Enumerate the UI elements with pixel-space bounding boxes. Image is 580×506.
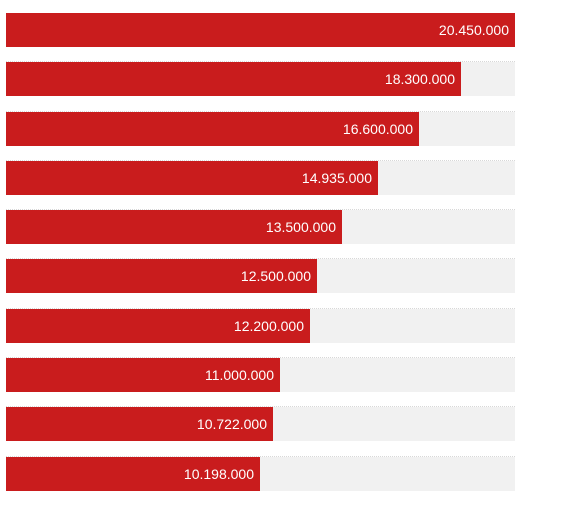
bar: 12.200.000: [6, 308, 310, 343]
bar-row: 18.300.000: [6, 62, 515, 112]
bar-track: 14.935.000: [6, 160, 515, 195]
bar-value-label: 20.450.000: [438, 22, 509, 38]
bar-value-label: 18.300.000: [384, 71, 455, 88]
bar-track: 18.300.000: [6, 62, 515, 97]
bar-track: 10.722.000: [6, 407, 515, 442]
bar-row: 13.500.000: [6, 210, 515, 260]
bar-chart: 20.450.000 18.300.000 16.600.000 14.935.000…: [6, 13, 515, 506]
bar-track: 10.198.000: [6, 456, 515, 491]
bar: 18.300.000: [6, 62, 461, 97]
bar-row: 12.200.000: [6, 308, 515, 359]
bar-value-label: 13.500.000: [265, 219, 336, 236]
bar: 10.198.000: [6, 456, 260, 491]
bar-track: 12.200.000: [6, 308, 515, 343]
bar-row: 12.500.000: [6, 259, 515, 310]
bar-value-label: 12.200.000: [233, 317, 304, 334]
bar-row: 11.000.000: [6, 358, 515, 408]
bar-row: 16.600.000: [6, 111, 515, 162]
bar-track: 11.000.000: [6, 358, 515, 393]
bar-row: 20.450.000: [6, 13, 515, 63]
bar-value-label: 16.600.000: [342, 120, 413, 137]
bar: 12.500.000: [6, 259, 317, 294]
bar-value-label: 11.000.000: [204, 367, 274, 384]
bar-row: 14.935.000: [6, 160, 515, 211]
bar: 13.500.000: [6, 210, 342, 245]
bar-row: 10.722.000: [6, 407, 515, 457]
bar-row: 10.198.000: [6, 456, 515, 506]
bar: 11.000.000: [6, 358, 280, 393]
bar-value-label: 10.722.000: [196, 416, 267, 433]
bar-track: 16.600.000: [6, 111, 515, 146]
bar: 16.600.000: [6, 111, 419, 146]
bar-track: 13.500.000: [6, 210, 515, 245]
bar: 10.722.000: [6, 407, 273, 442]
bar-value-label: 10.198.000: [183, 465, 254, 482]
bar-value-label: 14.935.000: [301, 169, 372, 186]
bar-value-label: 12.500.000: [240, 268, 311, 285]
bar: 14.935.000: [6, 160, 378, 195]
bar: 20.450.000: [6, 13, 515, 47]
bar-track: 20.450.000: [6, 13, 515, 47]
bar-track: 12.500.000: [6, 259, 515, 294]
